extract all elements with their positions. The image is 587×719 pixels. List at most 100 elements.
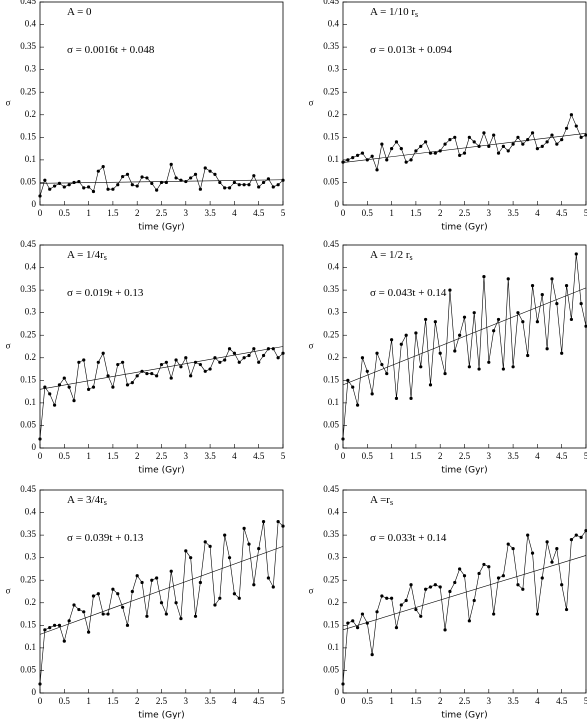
panel: 0 0.05 0.1 0.15 0.2 0.25 0.3 0.35 0.4 0.45 0 0.5 1 1.… <box>309 484 587 719</box>
data-line <box>342 253 587 440</box>
data-point <box>43 178 47 182</box>
data-point <box>443 628 447 632</box>
data-point <box>198 580 202 585</box>
data-point <box>72 603 76 607</box>
data-point <box>77 179 81 184</box>
x-tick-label: 1 <box>86 451 91 461</box>
x-axis-label: time (Gyr) <box>138 711 184 719</box>
x-tick-label: 3.5 <box>507 696 519 706</box>
y-tick-label: 0.3 <box>328 307 340 317</box>
data-point <box>145 614 149 618</box>
y-tick-label: 0.3 <box>328 64 340 74</box>
x-tick-label: 0.5 <box>362 451 374 461</box>
data-point <box>91 385 96 389</box>
data-point <box>530 284 535 288</box>
y-tick-label: 0.1 <box>25 397 36 407</box>
data-point <box>433 320 437 324</box>
x-tick-label: 5 <box>281 696 286 706</box>
data-point <box>218 360 222 364</box>
data-point <box>247 183 251 187</box>
data-point <box>467 135 471 139</box>
data-point <box>159 601 164 605</box>
data-point <box>62 376 66 380</box>
data-point <box>121 605 125 609</box>
x-tick-label: 2 <box>135 208 140 218</box>
data-point <box>516 583 520 587</box>
data-point <box>135 184 139 188</box>
y-axis-label: σ <box>6 98 11 108</box>
data-point <box>116 592 120 596</box>
plot-frame <box>342 1 587 206</box>
plot-frame <box>39 1 284 206</box>
y-axis-label: σ <box>309 586 314 596</box>
annotation-text: σ = 0.013t + 0.094 <box>370 44 452 56</box>
x-tick-label: 1 <box>86 696 91 706</box>
y-tick-label: 0.45 <box>323 0 339 6</box>
data-point <box>355 153 360 157</box>
data-point <box>496 576 501 580</box>
data-point <box>82 610 86 614</box>
y-tick-label: 0.4 <box>25 507 37 517</box>
x-tick-label: 2 <box>438 208 443 218</box>
data-point <box>72 399 76 403</box>
data-point <box>125 172 130 176</box>
data-point <box>174 176 178 180</box>
x-tick-label: 4 <box>232 451 237 461</box>
y-tick-label: 0.15 <box>323 619 339 629</box>
data-point <box>67 619 71 623</box>
y-tick-label: 0 <box>335 687 340 697</box>
annotation: A = 1/2 rs <box>370 249 413 262</box>
annotation-text: σ = 0.033t + 0.14 <box>370 532 447 544</box>
x-tick-label: 0.5 <box>362 208 374 218</box>
annotation: A = 1/10 rs <box>370 6 418 19</box>
data-point <box>121 174 125 179</box>
data-point <box>341 160 345 164</box>
data-point <box>394 396 399 400</box>
data-point <box>409 158 413 162</box>
data-point <box>555 142 559 146</box>
data-point <box>574 533 578 537</box>
data-point <box>38 437 42 441</box>
x-tick-label: 3 <box>487 451 492 461</box>
data-point <box>232 180 236 185</box>
data-point <box>550 133 554 137</box>
annotation-subscript: s <box>410 253 413 262</box>
plot-frame <box>342 489 587 694</box>
x-tick-label: 4 <box>232 696 237 706</box>
data-point <box>458 333 462 337</box>
annotation-text: A = 3/4r <box>67 494 104 506</box>
data-point <box>521 587 525 591</box>
x-tick-label: 4.5 <box>253 696 265 706</box>
y-tick-label: 0.05 <box>323 420 339 430</box>
x-tick-label: 4.5 <box>253 208 265 218</box>
data-point <box>96 592 100 596</box>
y-tick-label: 0.4 <box>25 19 37 29</box>
data-point <box>155 188 159 192</box>
y-tick-label: 0.35 <box>323 529 339 539</box>
data-point <box>545 540 549 544</box>
panel: 0 0.05 0.1 0.15 0.2 0.25 0.3 0.35 0.4 0.45 0 0.5 1 1.… <box>6 0 286 233</box>
y-tick-label: 0.15 <box>20 374 36 384</box>
y-tick-label: 0 <box>335 199 340 209</box>
data-point <box>375 168 379 172</box>
data-point <box>242 356 246 360</box>
data-point <box>91 594 96 598</box>
data-point <box>208 367 212 371</box>
data-point <box>203 166 207 170</box>
data-point <box>198 362 202 367</box>
annotation: A = 3/4rs <box>67 494 107 507</box>
data-point <box>169 569 173 573</box>
data-point <box>511 547 515 551</box>
data-point <box>428 585 433 589</box>
y-axis-label: σ <box>309 98 314 108</box>
data-point <box>375 610 379 614</box>
data-point <box>394 625 399 630</box>
data-point <box>276 183 280 187</box>
data-point <box>404 160 408 164</box>
data-point <box>106 187 110 191</box>
annotation: σ = 0.019t + 0.13 <box>67 287 144 299</box>
data-point <box>380 362 384 367</box>
data-point <box>38 194 42 198</box>
x-tick-label: 4.5 <box>556 696 568 706</box>
x-tick-label: 1 <box>389 451 394 461</box>
